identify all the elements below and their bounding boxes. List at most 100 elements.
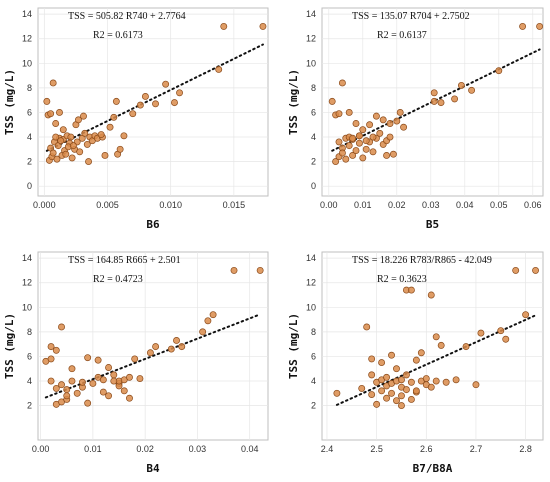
equation-b6: TSS = 505.82 R740 + 2.7764 (68, 11, 186, 22)
data-point-b7-b8a (412, 387, 420, 395)
data-point-b7-b8a (512, 266, 520, 274)
y-tick-label-b5: 14 (306, 9, 316, 19)
x-tick-label-b7-b8a: 2.4 (321, 444, 334, 454)
x-tick-label-b4: 0.04 (241, 444, 259, 454)
data-point-b5 (468, 86, 476, 94)
data-point-b7-b8a (442, 378, 450, 386)
data-point-b4 (209, 311, 217, 319)
x-tick-label-b5: 0.01 (354, 200, 372, 210)
data-point-b6 (83, 140, 91, 148)
data-point-b6 (68, 154, 76, 162)
data-point-b6 (129, 110, 137, 118)
data-point-b7-b8a (407, 378, 415, 386)
x-tick-label-b4: 0.00 (32, 444, 50, 454)
y-tick-label-b7-b8a: 10 (306, 302, 316, 312)
r-squared-b4: R2 = 0.4723 (93, 274, 143, 285)
data-point-b4 (47, 377, 55, 385)
data-point-b4 (99, 376, 107, 384)
y-tick-label-b7-b8a: 4 (311, 376, 316, 386)
data-point-b7-b8a (383, 373, 391, 381)
data-point-b6 (171, 99, 178, 107)
y-tick-label-b6: 0 (27, 181, 32, 191)
y-axis-title-b5: TSS (mg/L) (287, 69, 300, 135)
ticks-b7-b8a: 2 4 6 8 10 12 14 2.4 2.5 2.6 2.7 2.8 (306, 253, 532, 454)
data-point-b7-b8a (378, 387, 386, 395)
y-tick-label-b4: 8 (27, 327, 32, 337)
trendline-b4 (44, 313, 262, 399)
data-point-b5 (332, 158, 340, 166)
data-point-b4 (152, 343, 160, 351)
data-point-b6 (69, 142, 77, 150)
y-tick-label-b6: 14 (22, 9, 32, 19)
x-tick-label-b4: 0.02 (136, 444, 154, 454)
grid-b5 (322, 8, 543, 196)
y-tick-label-b6: 2 (27, 157, 32, 167)
plot-area-b5 (321, 7, 544, 197)
data-point-b4 (94, 356, 102, 364)
data-point-b4 (167, 345, 175, 353)
data-point-b7-b8a (497, 327, 505, 335)
r-squared-b7-b8a: R2 = 0.3623 (377, 274, 427, 285)
data-point-b7-b8a (432, 377, 440, 385)
x-axis-title-b5: B5 (426, 218, 439, 231)
y-axis-title-b4: TSS (mg/L) (3, 313, 16, 379)
data-point-b5 (342, 155, 350, 163)
data-point-b6 (152, 100, 159, 108)
y-tick-label-b7-b8a: 8 (311, 327, 316, 337)
data-point-b6 (162, 80, 170, 88)
data-point-b4 (47, 355, 55, 363)
data-point-b6 (220, 22, 228, 30)
data-point-b5 (328, 97, 336, 105)
data-point-b7-b8a (402, 386, 410, 394)
equation-b7-b8a: TSS = 18.226 R783/R865 - 42.049 (352, 255, 492, 266)
y-tick-label-b5: 6 (311, 107, 316, 117)
data-point-b5 (536, 22, 544, 30)
data-point-b6 (80, 112, 87, 120)
data-point-b6 (59, 126, 67, 134)
y-tick-label-b6: 12 (22, 34, 32, 44)
data-point-b6 (49, 79, 57, 87)
data-point-b7-b8a (417, 349, 425, 357)
data-point-b6 (81, 129, 89, 137)
y-tick-label-b4: 4 (27, 376, 32, 386)
y-tick-label-b5: 0 (311, 181, 316, 191)
data-point-b5 (355, 132, 363, 140)
data-point-b7-b8a (462, 343, 470, 351)
data-point-b5 (359, 154, 367, 162)
y-tick-label-b5: 10 (306, 58, 316, 68)
grid-b7-b8a (322, 252, 543, 440)
data-point-b5 (338, 149, 346, 157)
data-point-b7-b8a (402, 371, 410, 379)
data-point-b7-b8a (427, 291, 435, 299)
data-point-b4 (89, 380, 97, 387)
data-point-b5 (495, 67, 503, 75)
data-point-b7-b8a (432, 333, 440, 341)
data-point-b5 (345, 142, 353, 150)
panel-b7-b8a: 2 4 6 8 10 12 14 2.4 2.5 2.6 2.7 2.8 TSS = 18.226 R… (287, 251, 544, 475)
data-point-b4 (105, 364, 113, 371)
equation-b5: TSS = 135.07 R704 + 2.7502 (352, 11, 470, 22)
data-point-b7-b8a (373, 400, 381, 408)
y-tick-label-b6: 10 (22, 58, 32, 68)
x-axis-title-b6: B6 (146, 218, 160, 231)
data-point-b5 (349, 152, 357, 159)
data-point-b7-b8a (393, 397, 400, 405)
data-point-b4 (63, 392, 71, 400)
data-point-b5 (383, 152, 391, 159)
x-axis-title-b4: B4 (146, 462, 160, 475)
x-tick-label-b5: 0.00 (320, 200, 338, 210)
data-point-b7-b8a (427, 383, 435, 391)
data-point-b5 (338, 79, 346, 87)
y-tick-label-b6: 8 (27, 83, 32, 93)
data-point-b4 (146, 349, 154, 357)
data-point-b4 (58, 381, 65, 389)
data-point-b6 (43, 97, 51, 105)
data-point-b6 (259, 22, 267, 30)
data-point-b6 (47, 110, 55, 118)
data-point-b5 (430, 97, 438, 105)
panel-b6: 0 2 4 6 8 10 12 14 0.000 0.005 0.010 0.015 TSS = 50… (3, 7, 269, 231)
data-point-b7-b8a (398, 392, 405, 400)
data-point-b5 (379, 116, 387, 124)
y-axis-title-b7-b8a: TSS (mg/L) (287, 313, 300, 379)
data-point-b6 (101, 152, 109, 159)
